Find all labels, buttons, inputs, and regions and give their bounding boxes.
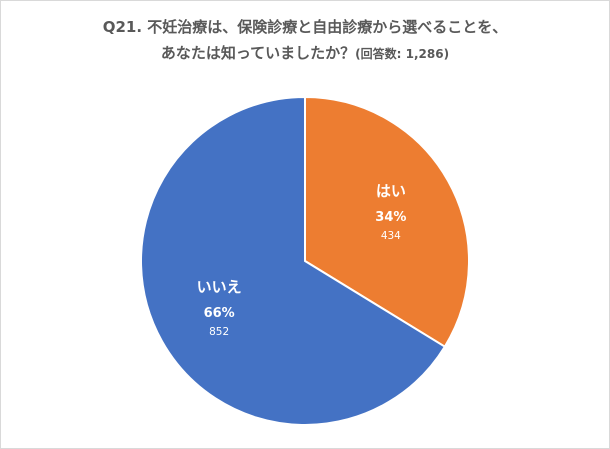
- chart-title: Q21. 不妊治療は、保険診療と自由診療から選べることを、 あなたは知っていまし…: [0, 14, 610, 67]
- slice-count-1: 434: [381, 230, 401, 242]
- slice-label-2: いいえ: [197, 278, 242, 296]
- chart-title-question: あなたは知っていましたか？: [160, 44, 356, 62]
- slice-count-2: 852: [209, 326, 229, 338]
- pie-slice-1: [304, 95, 470, 349]
- pie-slice-2: [140, 95, 447, 426]
- pie-slices: [140, 95, 470, 426]
- slice-percent-2: 66%: [204, 306, 235, 321]
- chart-title-line1: Q21. 不妊治療は、保険診療と自由診療から選べることを、: [102, 18, 508, 36]
- chart-title-line2: あなたは知っていましたか？(回答数: 1,286): [0, 40, 610, 67]
- slice-percent-1: 34%: [375, 210, 406, 225]
- pie-labels: はい 34% 434 いいえ 66% 852: [197, 182, 407, 338]
- slice-label-1: はい: [376, 182, 406, 200]
- chart-title-note: (回答数: 1,286): [355, 47, 450, 61]
